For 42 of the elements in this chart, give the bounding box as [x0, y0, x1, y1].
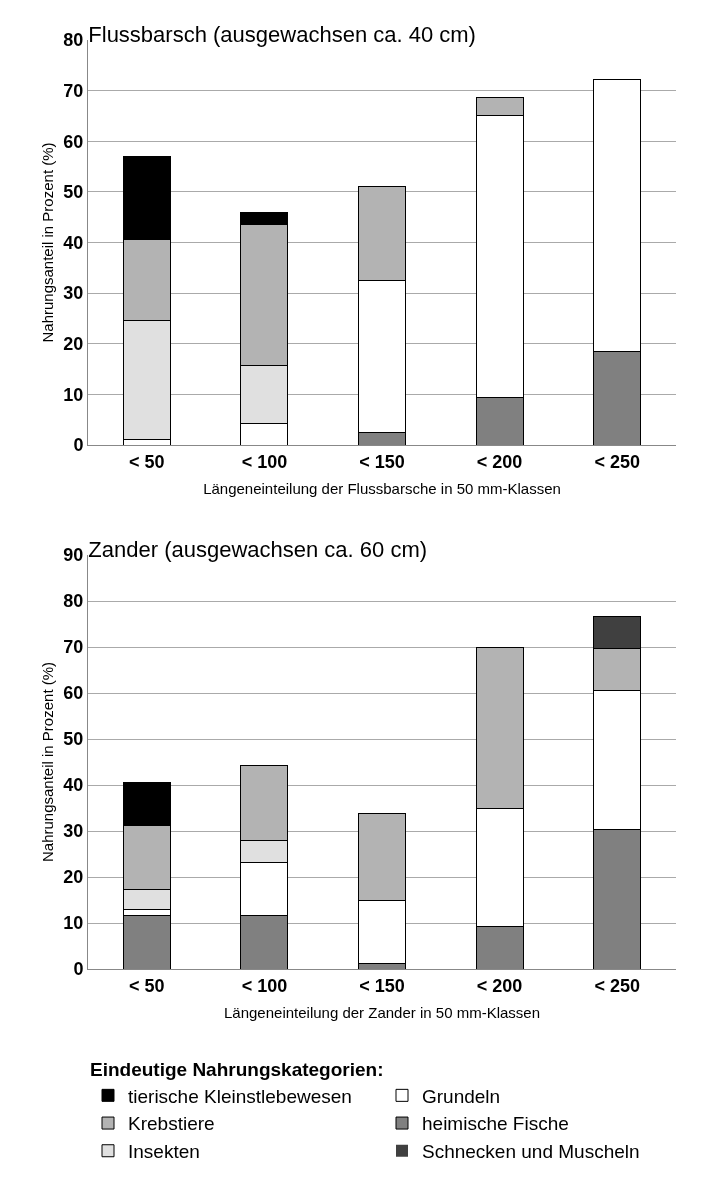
y-tick-label: 10: [63, 913, 84, 934]
y-tick-label: 20: [63, 334, 84, 355]
legend-label: Grundeln: [422, 1085, 501, 1107]
x-axis-title: Längeneinteilung der Zander in 50 mm-Klassen: [223, 1003, 541, 1021]
legend-label: tierische Kleinstlebewesen: [128, 1085, 352, 1107]
y-tick-label: 10: [63, 384, 84, 405]
x-tick-label: < 100: [241, 451, 288, 472]
x-tick-label: < 100: [241, 975, 288, 996]
y-tick-label: 20: [63, 867, 84, 888]
y-tick-label: 30: [63, 283, 84, 304]
y-tick-label: 40: [63, 232, 84, 253]
x-tick-label: < 250: [594, 451, 640, 472]
x-tick-label: < 200: [476, 451, 523, 472]
y-axis-title: Nahrungsanteil in Prozent (%): [38, 142, 56, 343]
y-tick-label: 50: [63, 182, 84, 203]
y-axis-title: Nahrungsanteil in Prozent (%): [38, 661, 56, 863]
y-tick-label: 80: [63, 30, 84, 51]
y-tick-label: 40: [63, 775, 84, 796]
legend-title: Eindeutige Nahrungskategorien:: [90, 1059, 384, 1081]
y-tick-label: 70: [63, 637, 84, 658]
legend-label: heimische Fische: [422, 1113, 569, 1135]
y-tick-label: 0: [73, 959, 84, 980]
y-tick-label: 90: [63, 545, 84, 566]
legend-label: Krebstiere: [128, 1113, 215, 1135]
y-tick-label: 60: [63, 131, 84, 152]
x-tick-label: < 50: [129, 451, 165, 472]
x-axis-title: Längeneinteilung der Flussbarsche in 50 mm-Klassen: [203, 479, 561, 497]
x-tick-label: < 250: [594, 975, 640, 996]
y-tick-label: 80: [63, 591, 84, 612]
x-tick-label: < 150: [359, 975, 405, 996]
y-tick-label: 0: [73, 435, 84, 456]
x-tick-label: < 50: [129, 975, 165, 996]
legend-label: Schnecken und Muscheln: [422, 1141, 640, 1163]
y-tick-label: 70: [63, 80, 84, 101]
y-tick-label: 60: [63, 683, 84, 704]
x-tick-label: < 200: [476, 975, 523, 996]
y-tick-label: 30: [63, 821, 84, 842]
chart-title: Flussbarsch (ausgewachsen ca. 40 cm): [88, 21, 476, 47]
chart-title: Zander (ausgewachsen ca. 60 cm): [88, 536, 428, 562]
legend-label: Insekten: [128, 1141, 200, 1163]
x-tick-label: < 150: [359, 451, 405, 472]
y-tick-label: 50: [63, 729, 84, 750]
